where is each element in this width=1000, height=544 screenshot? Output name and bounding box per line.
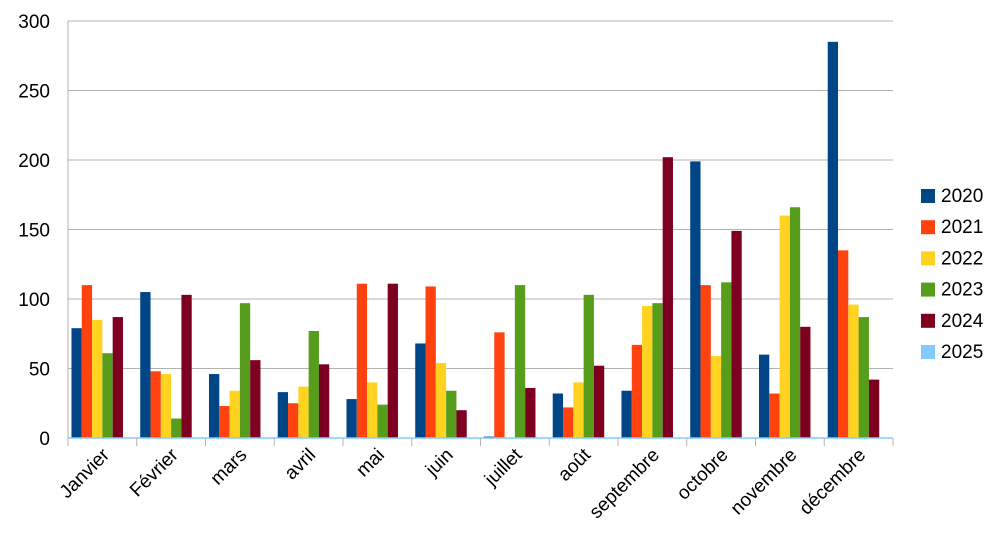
- bar-2022-9: [642, 305, 653, 438]
- bar-2024-6: [456, 410, 467, 438]
- bar-2023-10: [721, 282, 732, 438]
- bar-2023-11: [789, 207, 801, 438]
- bar-2024-7: [525, 387, 536, 438]
- bar-2024-9: [662, 157, 673, 438]
- bar-2020-5: [346, 399, 357, 438]
- bar-2021-6: [425, 286, 436, 438]
- bar-2022-11: [779, 215, 790, 438]
- bar-2022-5: [367, 382, 378, 438]
- y-tick-label: 200: [18, 151, 50, 172]
- bar-2020-4: [277, 392, 289, 438]
- y-tick-label: 100: [18, 290, 50, 311]
- bar-2022-4: [298, 386, 309, 438]
- bar-2024-4: [318, 364, 330, 438]
- legend-swatch-2025: [921, 345, 935, 359]
- x-tick-label: Février: [126, 444, 183, 501]
- x-tick-label: juillet: [480, 444, 527, 491]
- bar-2023-1: [102, 353, 113, 438]
- bar-2021-8: [563, 407, 574, 438]
- bar-2020-12: [827, 41, 839, 438]
- x-tick-label: Janvier: [56, 444, 115, 503]
- bar-2021-1: [81, 285, 93, 438]
- bar-2021-3: [219, 406, 230, 438]
- bar-2021-5: [356, 283, 368, 438]
- bar-2020-1: [71, 328, 82, 438]
- bar-2024-3: [250, 360, 261, 438]
- bar-2023-8: [583, 294, 594, 438]
- bar-2021-9: [631, 344, 643, 438]
- bar-2023-6: [446, 390, 457, 438]
- x-tick-label: mai: [352, 445, 389, 482]
- bar-2021-7: [494, 332, 505, 438]
- bar-2024-2: [181, 294, 192, 438]
- bar-2020-8: [552, 393, 564, 438]
- legend-label-2025: 2025: [941, 342, 983, 363]
- bar-2024-11: [800, 326, 811, 438]
- bar-2022-2: [160, 374, 172, 438]
- legend-swatch-2023: [921, 282, 935, 297]
- legend: 2020 2021 2022 2023 2024 2025: [921, 186, 984, 363]
- bar-2023-5: [377, 404, 388, 438]
- bar-2024-10: [731, 230, 742, 438]
- bar-2021-2: [150, 371, 161, 438]
- x-tick-label: mars: [207, 445, 252, 490]
- bar-2022-12: [848, 304, 859, 438]
- legend-swatch-2020: [921, 189, 935, 203]
- legend-swatch-2021: [921, 220, 935, 235]
- gridlines: [67, 20, 893, 439]
- bar-2020-3: [208, 374, 220, 438]
- bar-2020-2: [140, 292, 151, 438]
- bar-2020-6: [415, 343, 426, 438]
- x-tick-label: septembre: [586, 445, 664, 523]
- y-tick-label: 150: [18, 221, 50, 242]
- bar-2024-12: [868, 379, 880, 438]
- bar-2023-9: [652, 303, 663, 438]
- x-tick-label: août: [554, 444, 596, 486]
- x-tick-label: novembre: [727, 445, 802, 520]
- bar-2020-11: [758, 354, 770, 438]
- legend-label-2021: 2021: [941, 217, 983, 238]
- legend-swatch-2022: [921, 251, 935, 266]
- bar-2024-1: [112, 317, 123, 438]
- legend-label-2024: 2024: [941, 311, 984, 332]
- bar-2022-10: [710, 355, 722, 438]
- bar-2024-5: [387, 283, 398, 438]
- bar-2024-8: [593, 365, 605, 438]
- bar-2021-4: [288, 403, 299, 438]
- bar-2023-2: [171, 418, 182, 438]
- bar-2020-9: [621, 390, 632, 438]
- bar-2022-1: [92, 319, 103, 438]
- bars: [71, 41, 880, 438]
- y-tick-label: 300: [18, 12, 50, 33]
- bar-2023-12: [858, 317, 869, 438]
- bar-2022-6: [435, 362, 447, 438]
- bar-2021-10: [700, 285, 711, 438]
- y-tick-label: 250: [18, 82, 50, 103]
- x-tick-label: décembre: [796, 445, 871, 520]
- x-axis-tick-labels: Janvier Février mars avril mai juin juillet aoû…: [56, 444, 870, 523]
- bar-2022-8: [573, 382, 584, 438]
- x-tick-label: octobre: [673, 445, 733, 505]
- bar-2021-11: [769, 393, 780, 438]
- bar-2022-3: [229, 390, 240, 438]
- y-tick-label: 50: [29, 360, 50, 381]
- legend-label-2023: 2023: [941, 280, 983, 301]
- bar-2023-3: [239, 303, 251, 438]
- x-axis: [67, 437, 894, 446]
- legend-label-2022: 2022: [941, 248, 983, 269]
- x-tick-label: avril: [281, 445, 320, 484]
- bar-2021-12: [838, 250, 849, 438]
- bar-2023-7: [514, 285, 526, 438]
- y-tick-label: 0: [39, 429, 50, 450]
- bar-2020-10: [690, 161, 701, 438]
- bar-2023-4: [308, 330, 319, 438]
- x-tick-label: juin: [421, 445, 457, 481]
- legend-swatch-2024: [921, 313, 935, 328]
- y-axis-tick-labels: 0 50 100 150 200 250 300: [18, 12, 50, 450]
- legend-label-2020: 2020: [941, 186, 983, 207]
